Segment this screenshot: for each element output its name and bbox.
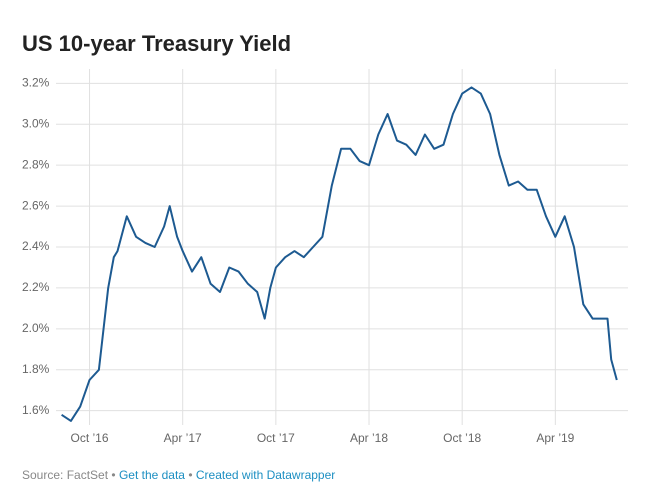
x-tick-label: Oct ’16 — [71, 431, 109, 445]
x-tick-label: Apr ’19 — [536, 431, 574, 445]
y-tick-label: 3.0% — [22, 116, 50, 130]
y-tick-label: 2.4% — [22, 239, 50, 253]
source: Source: FactSet — [22, 468, 109, 482]
y-tick-label: 3.2% — [22, 75, 50, 89]
chart-title: US 10-year Treasury Yield — [22, 31, 291, 56]
y-tick-label: 2.0% — [22, 321, 50, 335]
separator: • — [188, 468, 192, 482]
line — [61, 86, 618, 422]
x-tick-label: Apr ’18 — [350, 431, 388, 445]
x-tick-label: Apr ’17 — [164, 431, 202, 445]
link[interactable]: Created with Datawrapper — [196, 468, 335, 482]
y-tick-label: 1.8% — [22, 362, 50, 376]
x-tick-label: Oct ’18 — [443, 431, 481, 445]
link[interactable]: Get the data — [119, 468, 185, 482]
y-tick-label: 2.6% — [22, 198, 50, 212]
y-tick-label: 2.8% — [22, 157, 50, 171]
x-tick-label: Oct ’17 — [257, 431, 295, 445]
separator: • — [111, 468, 115, 482]
footer: Source: FactSet • Get the data • Created… — [22, 468, 335, 482]
y-tick-label: 2.2% — [22, 280, 50, 294]
y-tick-label: 1.6% — [22, 403, 50, 417]
